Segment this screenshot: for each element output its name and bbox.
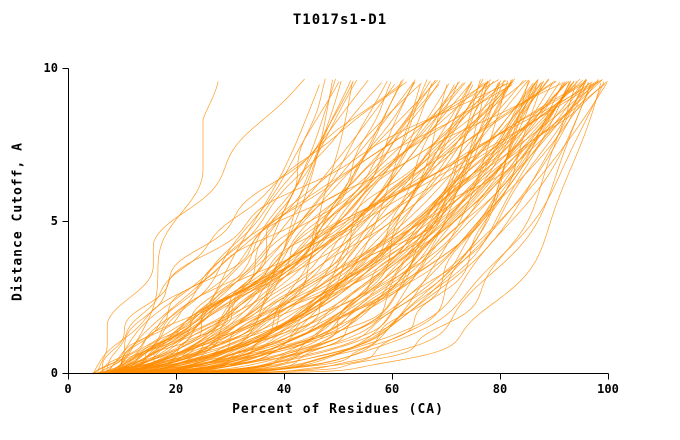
x-tick-label: 40 bbox=[276, 382, 292, 396]
chart-title: T1017s1-D1 bbox=[292, 12, 388, 28]
y-tick-label: 0 bbox=[50, 366, 58, 380]
y-tick-label: 5 bbox=[50, 213, 58, 228]
x-tick-label: 20 bbox=[168, 382, 184, 396]
x-tick-label: 100 bbox=[597, 382, 619, 396]
x-tick-label: 60 bbox=[384, 382, 400, 396]
x-tick-label: 80 bbox=[492, 382, 508, 396]
x-tick-label: 0 bbox=[64, 382, 72, 396]
y-tick-label: 10 bbox=[43, 61, 58, 75]
y-axis-label: Distance Cutoff, A bbox=[10, 142, 26, 301]
x-axis-label: Percent of Residues (CA) bbox=[232, 402, 444, 417]
